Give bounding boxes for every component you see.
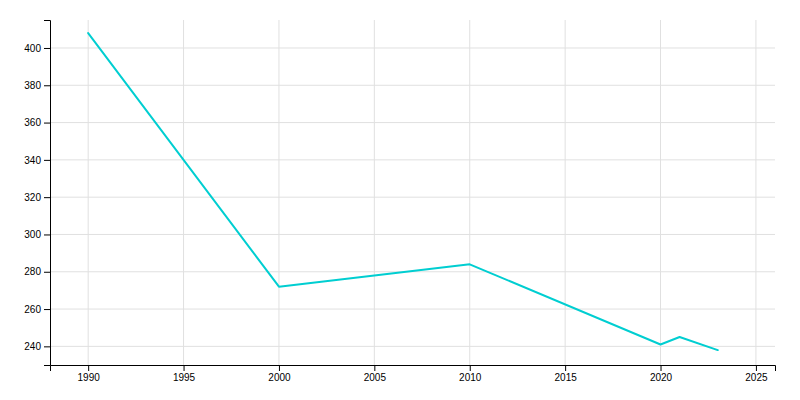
- grid-line-y: [50, 122, 775, 123]
- x-axis-tick-mark: [661, 365, 662, 371]
- y-axis-tick: 240: [24, 341, 50, 352]
- y-axis-tick: 260: [24, 304, 50, 315]
- x-axis-tick-mark: [184, 365, 185, 371]
- grid-line-y: [50, 159, 775, 160]
- x-axis-tick-label: 2015: [555, 372, 578, 383]
- grid-line-x: [88, 20, 89, 365]
- x-axis-tick: 1995: [173, 365, 196, 383]
- grid-line-y: [50, 47, 775, 48]
- y-axis-tick-label: 380: [24, 80, 41, 91]
- grid-line-x: [374, 20, 375, 365]
- x-axis-tick-mark: [374, 365, 375, 371]
- y-axis-tick-label: 300: [24, 229, 41, 240]
- grid-line-x: [278, 20, 279, 365]
- x-axis-tick-label: 2025: [745, 372, 768, 383]
- y-axis-tick: 360: [24, 117, 50, 128]
- x-axis-tick: 1990: [78, 365, 101, 383]
- grid-line-y: [50, 234, 775, 235]
- y-axis-tick-mark: [44, 48, 50, 49]
- x-axis-tick: 2005: [364, 365, 387, 383]
- y-axis-tick-mark: [44, 197, 50, 198]
- grid-line-x: [565, 20, 566, 365]
- x-axis-tick: 2010: [459, 365, 482, 383]
- y-axis-tick-label: 260: [24, 304, 41, 315]
- y-axis-tick-mark: [44, 123, 50, 124]
- x-axis-tick-label: 1995: [173, 372, 196, 383]
- y-axis-tick-label: 280: [24, 266, 41, 277]
- x-axis-tick: 2020: [650, 365, 673, 383]
- grid: [50, 20, 775, 365]
- y-axis-tick-label: 320: [24, 192, 41, 203]
- x-axis-tick-label: 2005: [364, 372, 387, 383]
- x-axis-tick-label: 2020: [650, 372, 673, 383]
- y-axis-tick-label: 240: [24, 341, 41, 352]
- x-axis-tick-label: 1990: [78, 372, 101, 383]
- y-axis-tick-mark: [44, 346, 50, 347]
- y-axis-tick-mark: [44, 309, 50, 310]
- grid-line-x: [755, 20, 756, 365]
- grid-line-y: [50, 346, 775, 347]
- plot-area: 1990 1995 2000 2005 2010 2015 2020 2025 240 260 28…: [24, 20, 775, 383]
- y-axis: 240 260 280 300 320 340 360 380 400: [24, 21, 50, 366]
- x-axis: 1990 1995 2000 2005 2010 2015 2020 2025: [51, 365, 776, 383]
- x-axis-line: [51, 366, 776, 372]
- y-axis-tick: 320: [24, 192, 50, 203]
- marks: [88, 33, 718, 350]
- x-axis-tick-mark: [565, 365, 566, 371]
- y-axis-tick-mark: [44, 85, 50, 86]
- grid-line-y: [50, 197, 775, 198]
- grid-line-x: [183, 20, 184, 365]
- chart-svg: 1990 1995 2000 2005 2010 2015 2020 2025 240 260 28…: [0, 0, 800, 400]
- data-line: [88, 33, 718, 350]
- x-axis-tick: 2015: [555, 365, 578, 383]
- y-axis-tick: 280: [24, 266, 50, 277]
- y-axis-tick: 380: [24, 80, 50, 91]
- grid-line-x: [469, 20, 470, 365]
- grid-line-y: [50, 309, 775, 310]
- x-axis-tick-mark: [470, 365, 471, 371]
- x-axis-tick-mark: [88, 365, 89, 371]
- y-axis-tick-label: 340: [24, 155, 41, 166]
- x-axis-tick-label: 2010: [459, 372, 482, 383]
- y-axis-tick: 400: [24, 43, 50, 54]
- y-axis-tick: 300: [24, 229, 50, 240]
- y-axis-tick-mark: [44, 160, 50, 161]
- y-axis-tick-label: 400: [24, 43, 41, 54]
- y-axis-tick-mark: [44, 272, 50, 273]
- y-axis-tick-label: 360: [24, 117, 41, 128]
- x-axis-tick-label: 2000: [268, 372, 291, 383]
- y-axis-line: [44, 21, 51, 366]
- y-axis-tick-mark: [44, 234, 50, 235]
- x-axis-tick: 2025: [745, 365, 768, 383]
- x-axis-tick-mark: [279, 365, 280, 371]
- grid-line-y: [50, 85, 775, 86]
- grid-line-x: [660, 20, 661, 365]
- chart-container: 1990 1995 2000 2005 2010 2015 2020 2025 240 260 28…: [0, 0, 800, 400]
- x-axis-tick: 2000: [268, 365, 291, 383]
- x-axis-tick-mark: [756, 365, 757, 371]
- y-axis-tick: 340: [24, 155, 50, 166]
